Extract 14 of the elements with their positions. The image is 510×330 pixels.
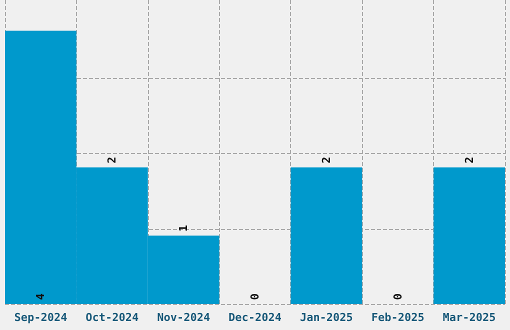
x-tick-label: Dec-2024 xyxy=(228,311,282,324)
x-tick-label: Feb-2025 xyxy=(371,311,424,324)
x-tick-label: Sep-2024 xyxy=(14,311,68,324)
x-tick-label: Mar-2025 xyxy=(442,311,496,324)
x-tick-label: Oct-2024 xyxy=(86,311,140,324)
data-label: 2 xyxy=(462,156,476,164)
x-tick-label: Jan-2025 xyxy=(300,311,353,324)
data-label: 0 xyxy=(248,293,262,300)
data-label: 2 xyxy=(106,156,119,164)
data-label: 0 xyxy=(391,293,404,300)
data-label: 1 xyxy=(177,224,190,232)
x-tick-label: Nov-2024 xyxy=(157,311,210,324)
data-label: 2 xyxy=(320,156,333,164)
data-label: 4 xyxy=(34,293,48,300)
